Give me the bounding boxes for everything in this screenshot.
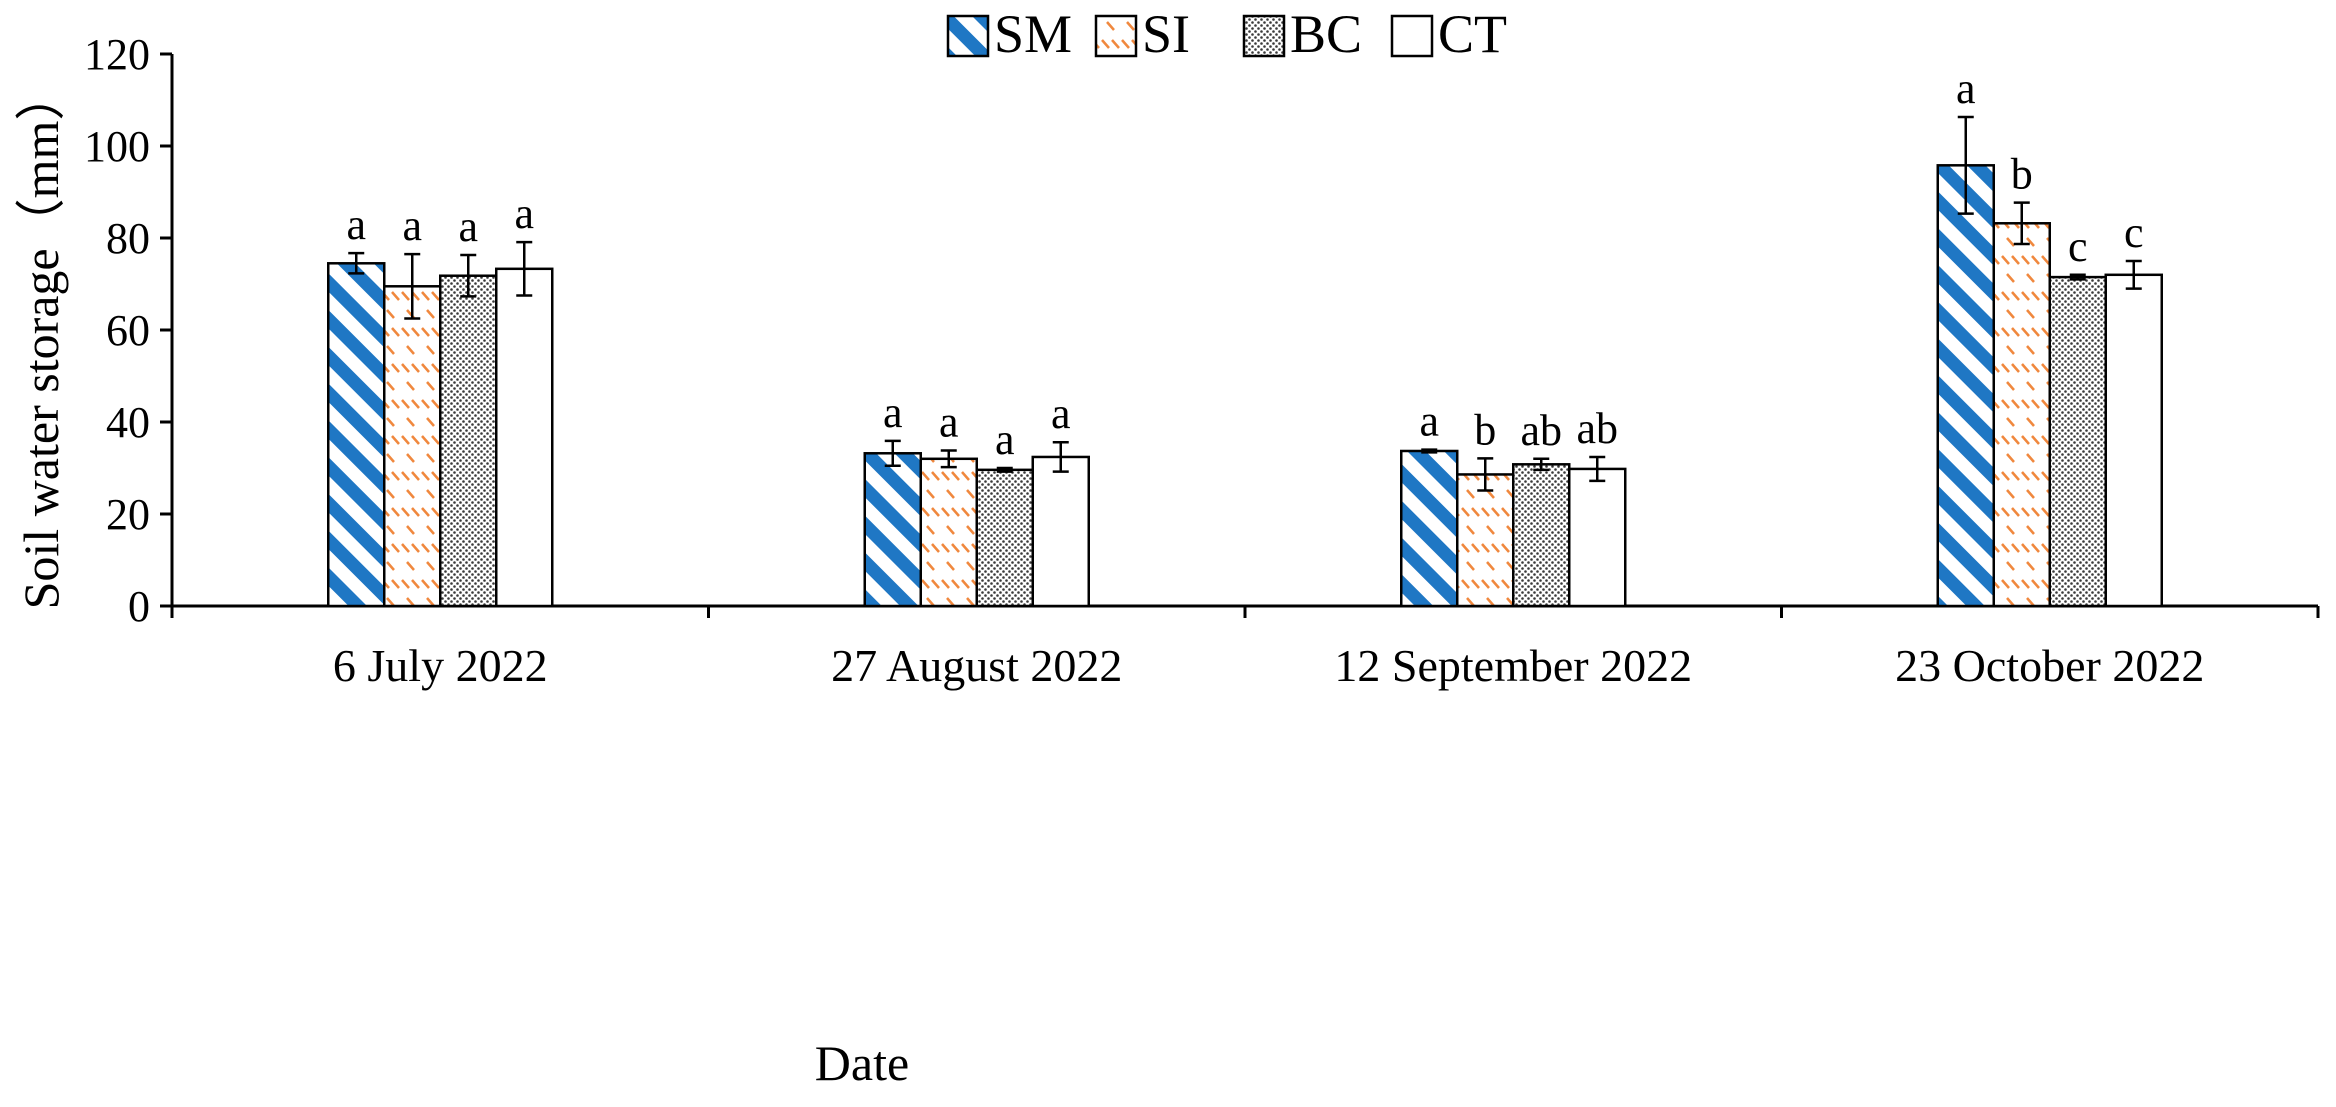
legend-label: SM	[994, 4, 1072, 64]
x-axis-title: Date	[815, 1035, 909, 1091]
significance-label: a	[1051, 389, 1071, 438]
y-tick-label: 120	[84, 30, 150, 79]
legend-swatch-si	[1094, 14, 1138, 58]
significance-label: a	[939, 398, 959, 447]
bar-ct	[1031, 455, 1090, 608]
legend-label: BC	[1290, 4, 1362, 64]
bar-sm	[327, 262, 386, 608]
bar-si	[1992, 222, 2051, 608]
y-tick-label: 80	[106, 214, 150, 263]
significance-label: a	[514, 189, 534, 238]
significance-label: a	[346, 200, 366, 249]
legend-swatch-bc	[1242, 14, 1286, 58]
bar-bc	[2048, 275, 2107, 608]
bar-sm	[1936, 164, 1995, 608]
y-tick-label: 100	[84, 122, 150, 171]
bar-bc	[1512, 463, 1571, 608]
significance-label: ab	[1520, 406, 1562, 455]
legend-label: SI	[1142, 4, 1190, 64]
x-tick-label: 12 September 2022	[1334, 640, 1692, 691]
significance-label: a	[1956, 64, 1976, 113]
bar-si	[383, 285, 442, 608]
significance-label: ab	[1576, 404, 1618, 453]
bar-bc	[439, 274, 498, 608]
bar-ct	[495, 267, 554, 608]
tick-labels: 0 20 40 60 80 100 120 6 July 2022 27 August 2022…	[84, 30, 2204, 691]
significance-label: a	[995, 415, 1015, 464]
legend: SM SI BC CT	[946, 4, 1507, 64]
significance-label: c	[2124, 208, 2144, 257]
significance-label: c	[2068, 222, 2088, 271]
significance-label: a	[402, 201, 422, 250]
bar-sm	[1400, 449, 1459, 608]
y-tick-label: 0	[128, 582, 150, 631]
y-axis-title: Soil water storage（mm）	[13, 71, 69, 610]
bar-ct	[1568, 467, 1627, 608]
bar-si	[919, 457, 978, 608]
significance-label: a	[458, 202, 478, 251]
legend-label: CT	[1438, 4, 1507, 64]
y-tick-label: 40	[106, 398, 150, 447]
y-tick-label: 20	[106, 490, 150, 539]
y-tick-label: 60	[106, 306, 150, 355]
bar-sm	[863, 452, 922, 608]
significance-label: a	[883, 388, 903, 437]
bar-si	[1456, 473, 1515, 608]
significance-label: b	[2011, 150, 2033, 199]
significance-label: a	[1419, 397, 1439, 446]
significance-label: b	[1474, 405, 1496, 454]
legend-swatch-sm	[946, 14, 990, 58]
x-tick-label: 6 July 2022	[333, 640, 548, 691]
x-tick-label: 23 October 2022	[1895, 640, 2204, 691]
bar-ct	[2104, 273, 2163, 608]
bar-bc	[975, 468, 1034, 608]
x-tick-label: 27 August 2022	[831, 640, 1122, 691]
legend-swatch-ct	[1390, 14, 1434, 58]
